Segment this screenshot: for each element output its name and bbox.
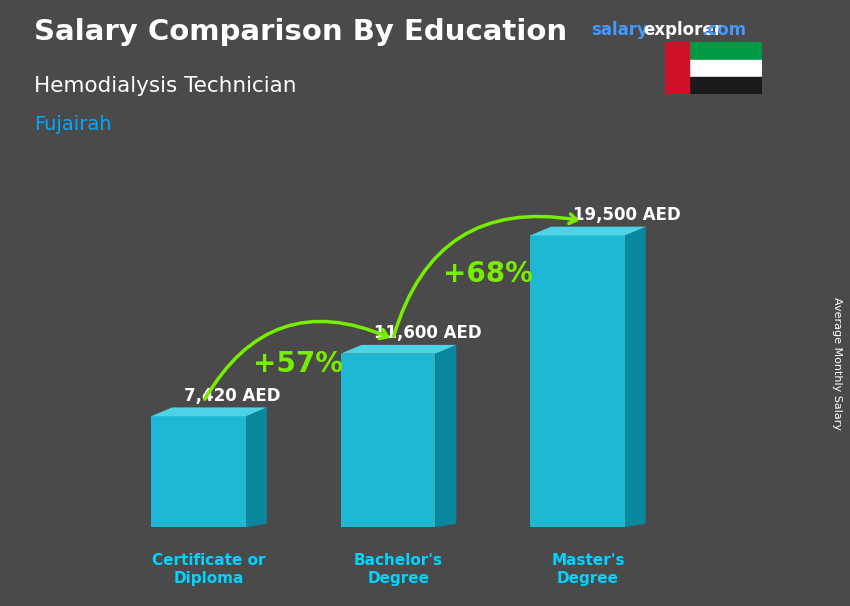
Polygon shape — [151, 407, 267, 416]
Polygon shape — [530, 227, 646, 236]
Bar — [665, 77, 762, 94]
Text: Hemodialysis Technician: Hemodialysis Technician — [34, 76, 297, 96]
Polygon shape — [435, 345, 456, 527]
Text: 11,600 AED: 11,600 AED — [374, 324, 481, 342]
Bar — [665, 59, 762, 77]
Text: salary: salary — [591, 21, 648, 39]
Polygon shape — [151, 416, 246, 527]
Polygon shape — [530, 236, 625, 527]
Text: +57%: +57% — [253, 350, 343, 378]
Polygon shape — [625, 227, 646, 527]
Text: +68%: +68% — [443, 260, 532, 288]
Text: Certificate or
Diploma: Certificate or Diploma — [152, 553, 266, 586]
Text: Master's
Degree: Master's Degree — [551, 553, 625, 586]
Polygon shape — [341, 345, 456, 354]
Bar — [665, 42, 762, 59]
Text: Salary Comparison By Education: Salary Comparison By Education — [34, 18, 567, 46]
Text: 19,500 AED: 19,500 AED — [573, 206, 681, 224]
Polygon shape — [246, 407, 267, 527]
Bar — [665, 42, 689, 94]
Text: Bachelor's
Degree: Bachelor's Degree — [354, 553, 443, 586]
Polygon shape — [341, 354, 435, 527]
Text: 7,420 AED: 7,420 AED — [184, 387, 281, 405]
Text: Average Monthly Salary: Average Monthly Salary — [832, 297, 842, 430]
Text: explorer: explorer — [643, 21, 722, 39]
Text: Fujairah: Fujairah — [34, 115, 111, 134]
Text: .com: .com — [701, 21, 746, 39]
